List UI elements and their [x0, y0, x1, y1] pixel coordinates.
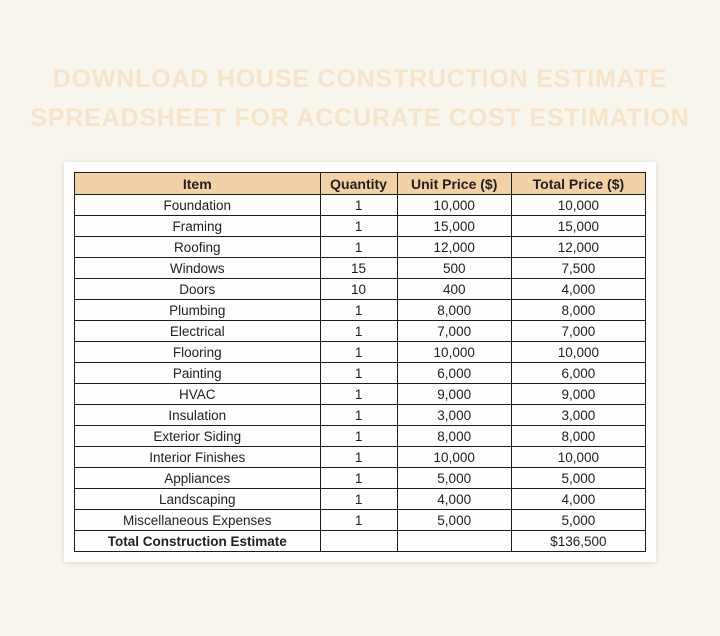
table-row: Doors 10 400 4,000: [74, 278, 647, 300]
table-row: Framing 1 15,000 15,000: [74, 215, 647, 237]
quantity-cell: 1: [319, 299, 398, 321]
estimate-table: Item Quantity Unit Price ($) Total Price…: [74, 172, 647, 552]
item-cell: Foundation: [74, 194, 321, 216]
table-row: Insulation 1 3,000 3,000: [74, 404, 647, 426]
column-header-unit-price: Unit Price ($): [396, 172, 512, 195]
table-card: Item Quantity Unit Price ($) Total Price…: [64, 162, 656, 562]
quantity-cell: 1: [319, 488, 398, 510]
unit-price-cell: 9,000: [396, 383, 512, 405]
total-row: Total Construction Estimate $136,500: [74, 530, 647, 552]
table-row: Appliances 1 5,000 5,000: [74, 467, 647, 489]
table-row: Miscellaneous Expenses 1 5,000 5,000: [74, 509, 647, 531]
total-price-cell: 9,000: [510, 383, 647, 405]
header-row: Item Quantity Unit Price ($) Total Price…: [74, 172, 647, 195]
title-line-1: DOWNLOAD HOUSE CONSTRUCTION ESTIMATE: [52, 65, 668, 93]
quantity-cell: 1: [319, 446, 398, 468]
quantity-cell: 1: [319, 425, 398, 447]
quantity-cell: 1: [319, 383, 398, 405]
table-row: Flooring 1 10,000 10,000: [74, 341, 647, 363]
total-price-cell: 10,000: [510, 341, 647, 363]
table-row: Landscaping 1 4,000 4,000: [74, 488, 647, 510]
unit-price-cell: 6,000: [396, 362, 512, 384]
total-price-cell: $136,500: [510, 530, 647, 552]
table-row: Interior Finishes 1 10,000 10,000: [74, 446, 647, 468]
unit-price-cell: 4,000: [396, 488, 512, 510]
item-cell: Painting: [74, 362, 321, 384]
quantity-cell: 1: [319, 236, 398, 258]
quantity-cell: 1: [319, 320, 398, 342]
item-cell: HVAC: [74, 383, 321, 405]
table-row: Roofing 1 12,000 12,000: [74, 236, 647, 258]
item-cell: Insulation: [74, 404, 321, 426]
total-unit-price-cell: [396, 530, 512, 552]
total-quantity-cell: [319, 530, 398, 552]
unit-price-cell: 12,000: [396, 236, 512, 258]
table-row: HVAC 1 9,000 9,000: [74, 383, 647, 405]
item-cell: Plumbing: [74, 299, 321, 321]
total-price-cell: 6,000: [510, 362, 647, 384]
quantity-cell: 1: [319, 362, 398, 384]
item-cell: Framing: [74, 215, 321, 237]
total-price-cell: 4,000: [510, 278, 647, 300]
item-cell: Interior Finishes: [74, 446, 321, 468]
quantity-cell: 1: [319, 194, 398, 216]
total-price-cell: 10,000: [510, 194, 647, 216]
table-row: Exterior Siding 1 8,000 8,000: [74, 425, 647, 447]
unit-price-cell: 7,000: [396, 320, 512, 342]
total-price-cell: 8,000: [510, 425, 647, 447]
total-price-cell: 5,000: [510, 509, 647, 531]
quantity-cell: 1: [319, 215, 398, 237]
item-cell: Windows: [74, 257, 321, 279]
total-price-cell: 7,500: [510, 257, 647, 279]
total-price-cell: 7,000: [510, 320, 647, 342]
item-cell: Roofing: [74, 236, 321, 258]
item-cell: Doors: [74, 278, 321, 300]
unit-price-cell: 8,000: [396, 425, 512, 447]
item-cell: Electrical: [74, 320, 321, 342]
table-row: Plumbing 1 8,000 8,000: [74, 299, 647, 321]
unit-price-cell: 5,000: [396, 467, 512, 489]
total-label-cell: Total Construction Estimate: [74, 530, 321, 552]
quantity-cell: 15: [319, 257, 398, 279]
column-header-item: Item: [74, 172, 321, 195]
unit-price-cell: 10,000: [396, 341, 512, 363]
item-cell: Landscaping: [74, 488, 321, 510]
unit-price-cell: 5,000: [396, 509, 512, 531]
total-price-cell: 4,000: [510, 488, 647, 510]
unit-price-cell: 500: [396, 257, 512, 279]
unit-price-cell: 8,000: [396, 299, 512, 321]
title-line-2: SPREADSHEET FOR ACCURATE COST ESTIMATION: [30, 104, 690, 132]
quantity-cell: 1: [319, 509, 398, 531]
column-header-total-price: Total Price ($): [510, 172, 647, 195]
unit-price-cell: 3,000: [396, 404, 512, 426]
page-title: DOWNLOAD HOUSE CONSTRUCTION ESTIMATE SPR…: [0, 0, 720, 138]
table-row: Windows 15 500 7,500: [74, 257, 647, 279]
quantity-cell: 1: [319, 341, 398, 363]
total-price-cell: 3,000: [510, 404, 647, 426]
quantity-cell: 1: [319, 404, 398, 426]
total-price-cell: 5,000: [510, 467, 647, 489]
item-cell: Flooring: [74, 341, 321, 363]
unit-price-cell: 10,000: [396, 194, 512, 216]
column-header-quantity: Quantity: [319, 172, 398, 195]
total-price-cell: 10,000: [510, 446, 647, 468]
item-cell: Miscellaneous Expenses: [74, 509, 321, 531]
table-row: Electrical 1 7,000 7,000: [74, 320, 647, 342]
total-price-cell: 8,000: [510, 299, 647, 321]
total-price-cell: 12,000: [510, 236, 647, 258]
quantity-cell: 10: [319, 278, 398, 300]
table-body: Foundation 1 10,000 10,000 Framing 1 15,000 15,…: [74, 194, 647, 531]
unit-price-cell: 400: [396, 278, 512, 300]
total-price-cell: 15,000: [510, 215, 647, 237]
table-row: Painting 1 6,000 6,000: [74, 362, 647, 384]
item-cell: Appliances: [74, 467, 321, 489]
unit-price-cell: 15,000: [396, 215, 512, 237]
quantity-cell: 1: [319, 467, 398, 489]
unit-price-cell: 10,000: [396, 446, 512, 468]
item-cell: Exterior Siding: [74, 425, 321, 447]
table-row: Foundation 1 10,000 10,000: [74, 194, 647, 216]
